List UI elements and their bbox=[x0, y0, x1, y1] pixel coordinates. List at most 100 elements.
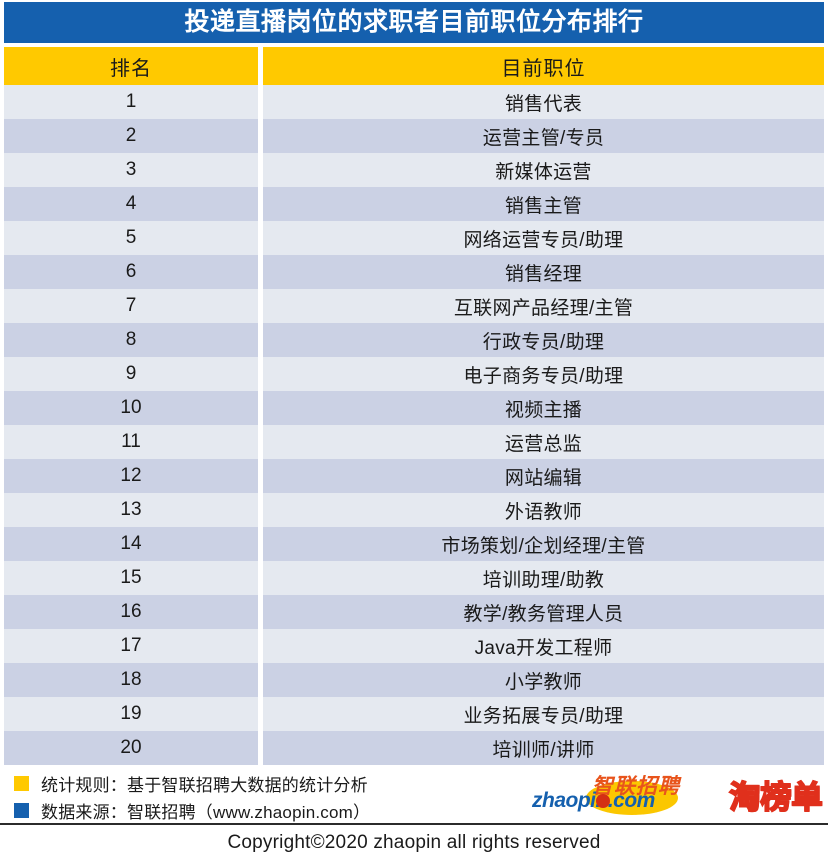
cell-rank: 12 bbox=[4, 459, 258, 493]
cell-position-value: 电子商务专员/助理 bbox=[463, 365, 624, 387]
zhaopin-logo-cn-text: 智联招聘 bbox=[592, 775, 680, 798]
table-row: 9 电子商务专员/助理 bbox=[4, 357, 824, 391]
cell-position-value: 销售经理 bbox=[504, 263, 583, 285]
cell-position-value: 销售主管 bbox=[504, 195, 583, 217]
column-header-rank-label: 排名 bbox=[110, 57, 152, 80]
table-row: 19 业务拓展专员/助理 bbox=[4, 697, 824, 731]
cell-rank: 13 bbox=[4, 493, 258, 527]
cell-position-value: 互联网产品经理/主管 bbox=[453, 297, 634, 319]
zhaopin-logo-dot-icon bbox=[596, 794, 610, 808]
cell-position: 网站编辑 bbox=[263, 459, 824, 493]
cell-position-value: 新媒体运营 bbox=[495, 161, 592, 183]
cell-rank: 1 bbox=[4, 85, 258, 119]
blue-square-marker-icon bbox=[14, 803, 29, 818]
table-row: 3 新媒体运营 bbox=[4, 153, 824, 187]
column-header-position: 目前职位 bbox=[263, 47, 824, 85]
page-title-bar: 投递直播岗位的求职者目前职位分布排行 bbox=[4, 2, 824, 43]
cell-position-value: Java开发工程师 bbox=[474, 637, 613, 659]
taobangdan-logo-icon: 淘榜单 bbox=[729, 779, 824, 816]
cell-rank-value: 8 bbox=[125, 329, 137, 350]
cell-position-value: 外语教师 bbox=[504, 501, 583, 523]
page-title: 投递直播岗位的求职者目前职位分布排行 bbox=[184, 8, 644, 36]
cell-position-value: 培训师/讲师 bbox=[492, 739, 595, 761]
cell-position: 外语教师 bbox=[263, 493, 824, 527]
cell-rank: 8 bbox=[4, 323, 258, 357]
cell-rank: 6 bbox=[4, 255, 258, 289]
cell-position-value: 教学/教务管理人员 bbox=[463, 603, 624, 625]
copyright-text: Copyright©2020 zhaopin all rights reserv… bbox=[227, 831, 601, 853]
table-row: 5 网络运营专员/助理 bbox=[4, 221, 824, 255]
cell-position-value: 运营主管/专员 bbox=[482, 127, 605, 149]
table-row: 7 互联网产品经理/主管 bbox=[4, 289, 824, 323]
yellow-square-marker-icon bbox=[14, 776, 29, 791]
footer-note-statistics-rule-text: 统计规则：基于智联招聘大数据的统计分析 bbox=[41, 776, 368, 795]
cell-position: 运营主管/专员 bbox=[263, 119, 824, 153]
cell-position: 新媒体运营 bbox=[263, 153, 824, 187]
table-row: 13 外语教师 bbox=[4, 493, 824, 527]
cell-position: 培训师/讲师 bbox=[263, 731, 824, 765]
brand-logos: 智联招聘 zhaopin.com 淘榜单 bbox=[530, 768, 824, 820]
cell-rank-value: 14 bbox=[120, 533, 142, 554]
cell-rank: 5 bbox=[4, 221, 258, 255]
table-row: 10 视频主播 bbox=[4, 391, 824, 425]
table-row: 16 教学/教务管理人员 bbox=[4, 595, 824, 629]
zhaopin-logo-icon: 智联招聘 zhaopin.com bbox=[530, 769, 722, 819]
cell-position-value: 行政专员/助理 bbox=[482, 331, 605, 353]
cell-rank: 17 bbox=[4, 629, 258, 663]
cell-rank: 11 bbox=[4, 425, 258, 459]
cell-rank-value: 6 bbox=[125, 261, 137, 282]
table-row: 1 销售代表 bbox=[4, 85, 824, 119]
column-header-position-label: 目前职位 bbox=[501, 57, 586, 80]
cell-position: 网络运营专员/助理 bbox=[263, 221, 824, 255]
cell-position-value: 运营总监 bbox=[504, 433, 583, 455]
cell-position: Java开发工程师 bbox=[263, 629, 824, 663]
footer-divider bbox=[0, 823, 828, 825]
cell-rank-value: 4 bbox=[125, 193, 137, 214]
cell-rank: 4 bbox=[4, 187, 258, 221]
footer-note-data-source: 数据来源：智联招聘（www.zhaopin.com） bbox=[14, 798, 370, 823]
cell-rank-value: 7 bbox=[125, 295, 137, 316]
cell-rank: 3 bbox=[4, 153, 258, 187]
cell-rank-value: 9 bbox=[125, 363, 137, 384]
copyright-bar: Copyright©2020 zhaopin all rights reserv… bbox=[0, 828, 828, 857]
cell-rank-value: 10 bbox=[120, 397, 142, 418]
column-header-rank: 排名 bbox=[4, 47, 258, 85]
cell-position-value: 小学教师 bbox=[504, 671, 583, 693]
table-row: 2 运营主管/专员 bbox=[4, 119, 824, 153]
cell-rank: 19 bbox=[4, 697, 258, 731]
cell-position: 市场策划/企划经理/主管 bbox=[263, 527, 824, 561]
footer: 统计规则：基于智联招聘大数据的统计分析 数据来源：智联招聘（www.zhaopi… bbox=[0, 766, 828, 857]
cell-position-value: 销售代表 bbox=[504, 93, 583, 115]
cell-rank: 9 bbox=[4, 357, 258, 391]
cell-rank-value: 3 bbox=[125, 159, 137, 180]
cell-rank-value: 1 bbox=[125, 91, 137, 112]
table-row: 14 市场策划/企划经理/主管 bbox=[4, 527, 824, 561]
table-row: 20 培训师/讲师 bbox=[4, 731, 824, 765]
cell-rank: 2 bbox=[4, 119, 258, 153]
cell-position: 互联网产品经理/主管 bbox=[263, 289, 824, 323]
cell-rank-value: 20 bbox=[120, 737, 142, 758]
table-row: 18 小学教师 bbox=[4, 663, 824, 697]
cell-rank: 18 bbox=[4, 663, 258, 697]
cell-position-value: 业务拓展专员/助理 bbox=[463, 705, 624, 727]
table-row: 15 培训助理/助教 bbox=[4, 561, 824, 595]
cell-position: 运营总监 bbox=[263, 425, 824, 459]
cell-position-value: 市场策划/企划经理/主管 bbox=[441, 535, 646, 557]
table-row: 8 行政专员/助理 bbox=[4, 323, 824, 357]
cell-rank-value: 2 bbox=[125, 125, 137, 146]
cell-position: 行政专员/助理 bbox=[263, 323, 824, 357]
cell-position: 销售主管 bbox=[263, 187, 824, 221]
cell-position-value: 网站编辑 bbox=[504, 467, 583, 489]
cell-position-value: 培训助理/助教 bbox=[482, 569, 605, 591]
cell-rank: 15 bbox=[4, 561, 258, 595]
cell-rank: 7 bbox=[4, 289, 258, 323]
cell-position: 销售经理 bbox=[263, 255, 824, 289]
cell-rank-value: 11 bbox=[121, 431, 141, 452]
table-row: 11 运营总监 bbox=[4, 425, 824, 459]
cell-rank-value: 12 bbox=[120, 465, 142, 486]
table-header-row: 排名 目前职位 bbox=[4, 47, 824, 85]
ranking-table: 排名 目前职位 1 销售代表 2 运营主管/专员 3 新媒体运营 4 销售主管 5 网络运营专员/… bbox=[4, 47, 824, 765]
table-row: 4 销售主管 bbox=[4, 187, 824, 221]
cell-rank-value: 18 bbox=[120, 669, 142, 690]
cell-rank-value: 15 bbox=[120, 567, 142, 588]
